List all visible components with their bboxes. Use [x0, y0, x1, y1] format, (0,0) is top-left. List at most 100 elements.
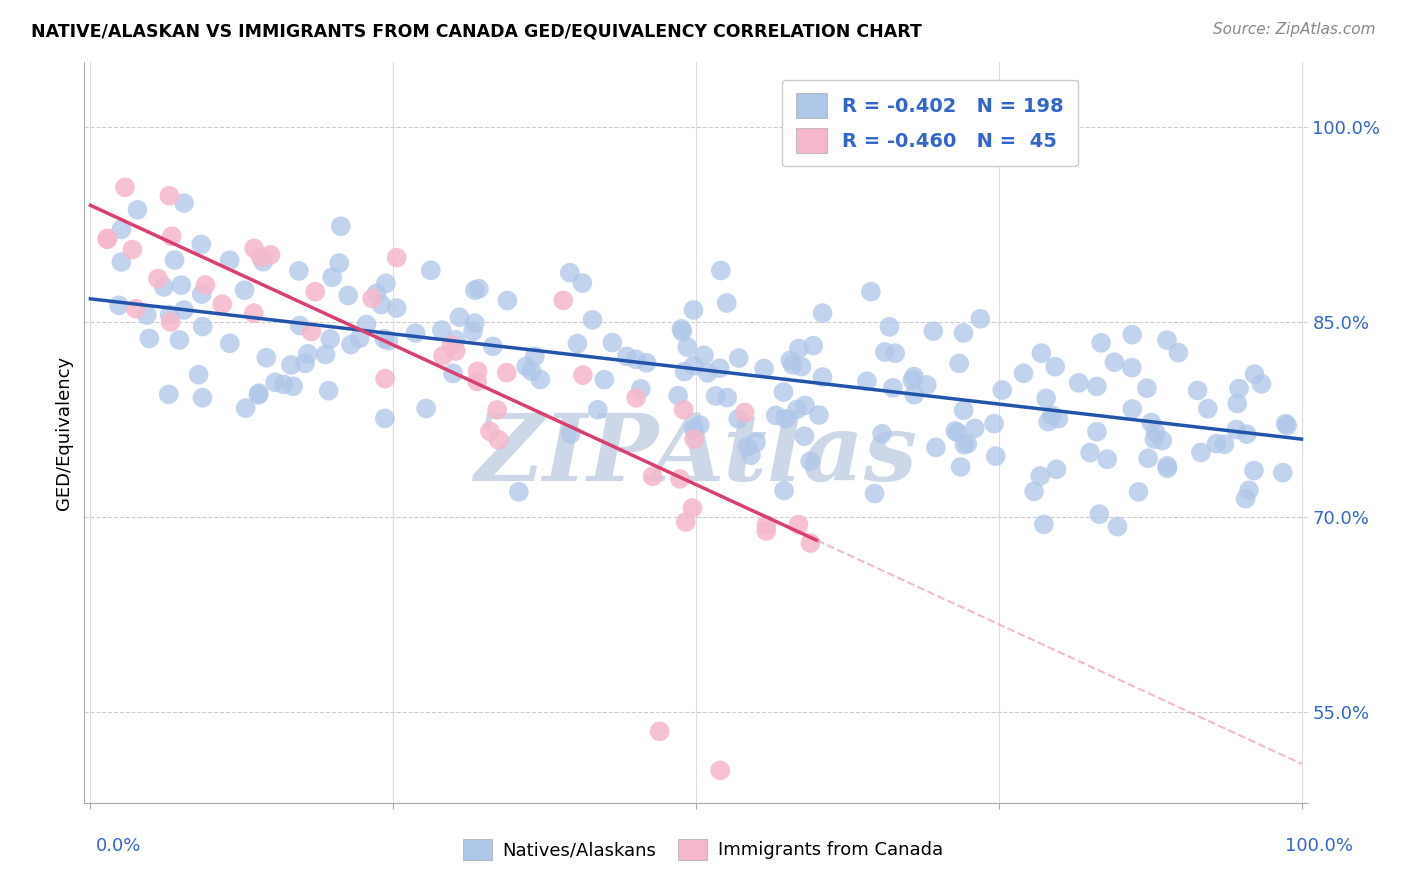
- Point: [991, 383, 1014, 397]
- Point: [1121, 401, 1143, 416]
- Point: [218, 336, 240, 351]
- Point: [693, 348, 716, 362]
- Point: [1067, 376, 1090, 390]
- Point: [153, 280, 176, 294]
- Point: [523, 349, 546, 363]
- Point: [682, 359, 704, 373]
- Point: [558, 266, 581, 280]
- Point: [496, 293, 519, 308]
- Point: [370, 297, 392, 311]
- Point: [159, 308, 181, 322]
- Point: [952, 403, 974, 417]
- Point: [96, 231, 118, 245]
- Point: [630, 382, 652, 396]
- Point: [264, 376, 287, 390]
- Point: [281, 379, 304, 393]
- Point: [1237, 483, 1260, 498]
- Point: [648, 724, 671, 739]
- Point: [1156, 333, 1178, 347]
- Point: [375, 277, 398, 291]
- Point: [138, 331, 160, 345]
- Point: [444, 344, 467, 359]
- Point: [755, 518, 778, 533]
- Point: [765, 409, 787, 423]
- Point: [870, 426, 893, 441]
- Point: [243, 241, 266, 255]
- Point: [218, 253, 240, 268]
- Point: [361, 292, 384, 306]
- Point: [681, 501, 703, 516]
- Point: [1156, 461, 1178, 475]
- Point: [567, 336, 589, 351]
- Point: [385, 301, 408, 315]
- Point: [737, 440, 759, 454]
- Point: [173, 303, 195, 318]
- Point: [461, 325, 484, 339]
- Point: [560, 427, 582, 442]
- Point: [779, 353, 801, 368]
- Point: [616, 350, 638, 364]
- Point: [801, 338, 824, 352]
- Point: [252, 254, 274, 268]
- Point: [1152, 434, 1174, 448]
- Point: [727, 412, 749, 426]
- Point: [233, 283, 256, 297]
- Point: [1205, 436, 1227, 450]
- Point: [349, 331, 371, 345]
- Legend: Natives/Alaskans, Immigrants from Canada: Natives/Alaskans, Immigrants from Canada: [456, 831, 950, 867]
- Point: [405, 326, 427, 340]
- Point: [243, 306, 266, 320]
- Point: [190, 287, 212, 301]
- Point: [793, 429, 815, 443]
- Point: [689, 417, 711, 432]
- Point: [671, 322, 693, 336]
- Point: [419, 263, 441, 277]
- Point: [366, 286, 388, 301]
- Point: [127, 202, 149, 217]
- Point: [1121, 327, 1143, 342]
- Point: [110, 255, 132, 269]
- Point: [884, 346, 907, 360]
- Point: [572, 368, 595, 383]
- Point: [745, 435, 768, 450]
- Point: [782, 358, 804, 372]
- Point: [125, 301, 148, 316]
- Point: [373, 332, 395, 346]
- Point: [1045, 462, 1067, 476]
- Point: [173, 196, 195, 211]
- Point: [755, 524, 778, 538]
- Text: 0.0%: 0.0%: [96, 837, 141, 855]
- Point: [529, 372, 551, 386]
- Point: [672, 402, 695, 417]
- Point: [1047, 411, 1070, 425]
- Point: [288, 318, 311, 333]
- Point: [636, 356, 658, 370]
- Point: [624, 391, 647, 405]
- Point: [515, 359, 537, 374]
- Point: [468, 282, 491, 296]
- Legend: R = -0.402   N = 198, R = -0.460   N =  45: R = -0.402 N = 198, R = -0.460 N = 45: [782, 79, 1077, 167]
- Point: [385, 251, 408, 265]
- Point: [247, 386, 270, 401]
- Point: [787, 517, 810, 532]
- Point: [1038, 415, 1060, 429]
- Point: [1078, 445, 1101, 459]
- Point: [669, 472, 692, 486]
- Point: [194, 278, 217, 293]
- Point: [799, 536, 821, 550]
- Point: [948, 356, 970, 370]
- Point: [1213, 437, 1236, 451]
- Point: [321, 270, 343, 285]
- Point: [259, 248, 281, 262]
- Point: [787, 342, 810, 356]
- Point: [641, 469, 664, 483]
- Point: [727, 351, 749, 365]
- Point: [863, 486, 886, 500]
- Point: [432, 349, 454, 363]
- Point: [775, 412, 797, 426]
- Point: [1128, 484, 1150, 499]
- Point: [96, 232, 118, 246]
- Point: [1029, 469, 1052, 483]
- Point: [254, 351, 277, 365]
- Text: Source: ZipAtlas.com: Source: ZipAtlas.com: [1212, 22, 1375, 37]
